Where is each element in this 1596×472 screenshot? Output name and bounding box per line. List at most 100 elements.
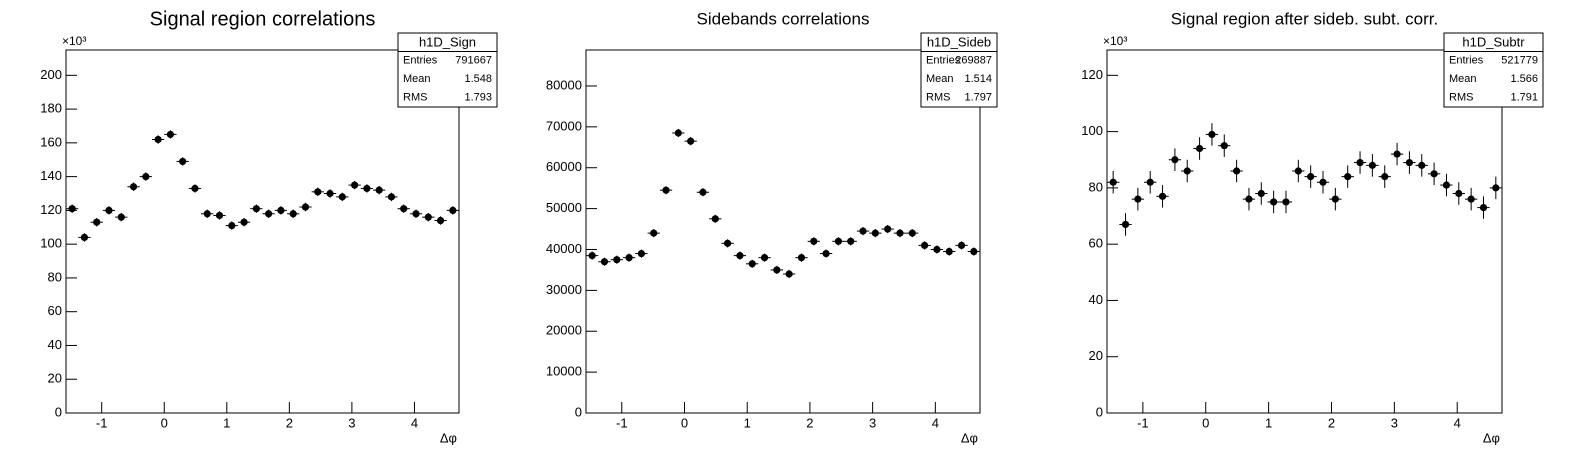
data-point — [277, 206, 285, 214]
plot-frame — [65, 49, 460, 414]
data-point — [1195, 144, 1204, 153]
x-tick-label: 4 — [1454, 415, 1461, 430]
data-point — [400, 205, 408, 213]
y-tick-label: 60 — [48, 303, 62, 318]
data-point — [436, 216, 445, 225]
data-point — [1233, 167, 1241, 175]
data-point — [871, 229, 879, 237]
data-point — [252, 205, 260, 213]
y-tick-label: 160 — [40, 134, 62, 149]
data-point — [674, 129, 682, 137]
data-point — [1405, 158, 1414, 167]
data-point — [650, 229, 658, 237]
x-tick-label: 3 — [869, 415, 876, 430]
y-tick-label: 20000 — [546, 323, 582, 338]
x-tick-label: -1 — [616, 415, 628, 430]
data-point — [1368, 161, 1376, 169]
y-tick-label: 40000 — [546, 241, 582, 256]
chart-title: Signal region after sideb. subt. corr. — [1171, 9, 1438, 28]
data-point — [662, 186, 670, 194]
data-point — [1146, 178, 1154, 186]
data-point — [1393, 150, 1401, 158]
x-tick-label: 2 — [806, 415, 813, 430]
data-point — [1319, 178, 1327, 186]
data-point — [449, 206, 457, 214]
stats-value: 1.791 — [1510, 92, 1538, 104]
data-point — [613, 256, 621, 264]
data-point — [1430, 170, 1438, 178]
stats-value: 1.793 — [464, 92, 492, 104]
data-point — [1134, 195, 1142, 203]
data-point — [600, 258, 609, 266]
stats-value: 269887 — [955, 55, 992, 67]
stats-label: Entries — [926, 55, 961, 67]
stats-value: 521779 — [1501, 55, 1538, 67]
data-point — [338, 193, 346, 201]
x-tick-label: 4 — [411, 415, 418, 430]
y-multiplier: ×10³ — [62, 34, 86, 48]
data-point — [1171, 156, 1179, 164]
stats-label: RMS — [403, 92, 427, 104]
data-point — [699, 188, 707, 196]
data-point — [1418, 161, 1426, 169]
stats-label: Mean — [1449, 73, 1477, 85]
stats-box — [1443, 32, 1544, 108]
data-point — [80, 233, 89, 242]
data-point — [105, 206, 113, 214]
stats-value: 1.548 — [464, 73, 492, 85]
data-point — [117, 213, 125, 221]
data-point — [68, 205, 76, 213]
stats-label: Entries — [1449, 55, 1484, 67]
stats-box — [920, 32, 998, 108]
y-tick-label: 30000 — [546, 282, 582, 297]
data-point — [785, 270, 793, 278]
y-tick-label: 0 — [575, 404, 582, 419]
stats-label: RMS — [1449, 92, 1473, 104]
y-multiplier: ×10³ — [1103, 34, 1127, 48]
x-tick-label: 3 — [348, 415, 355, 430]
x-tick-label: 1 — [223, 415, 230, 430]
y-tick-label: 20 — [1089, 348, 1103, 363]
y-tick-label: 10000 — [546, 364, 582, 379]
data-point — [215, 211, 224, 220]
x-tick-label: 0 — [681, 415, 688, 430]
plot-frame — [585, 49, 981, 414]
data-point — [1492, 184, 1500, 192]
y-tick-label: 120 — [1081, 67, 1103, 82]
data-point — [1442, 181, 1451, 189]
x-tick-label: 0 — [161, 415, 168, 430]
data-point — [957, 241, 966, 249]
data-point — [1356, 158, 1364, 167]
x-tick-label: 3 — [1391, 415, 1398, 430]
chart-title: Signal region correlations — [150, 8, 376, 30]
x-tick-label: 1 — [744, 415, 751, 430]
y-tick-label: 100 — [40, 236, 62, 251]
data-point — [203, 210, 211, 218]
data-point — [375, 186, 383, 194]
data-point — [301, 203, 310, 211]
y-tick-label: 60 — [1089, 236, 1103, 251]
data-point — [834, 237, 843, 245]
x-tick-label: 0 — [1202, 415, 1209, 430]
data-point — [687, 137, 695, 145]
data-point — [933, 245, 941, 254]
data-point — [326, 189, 334, 198]
y-tick-label: 40 — [48, 337, 62, 352]
stats-label: Entries — [403, 55, 438, 67]
data-point — [129, 183, 138, 191]
data-point — [588, 252, 596, 260]
stats-value: 1.566 — [1510, 73, 1538, 85]
data-point — [228, 221, 236, 230]
data-point — [908, 229, 916, 237]
y-tick-label: 70000 — [546, 118, 582, 133]
data-point — [847, 237, 855, 245]
data-point — [1294, 167, 1302, 175]
data-point — [142, 173, 150, 181]
y-tick-label: 0 — [1096, 404, 1103, 419]
data-point — [822, 249, 830, 258]
plot-frame — [1106, 49, 1503, 414]
y-tick-label: 80 — [1089, 179, 1103, 194]
chart-title: Sidebands correlations — [697, 9, 870, 28]
data-point — [1220, 142, 1228, 150]
